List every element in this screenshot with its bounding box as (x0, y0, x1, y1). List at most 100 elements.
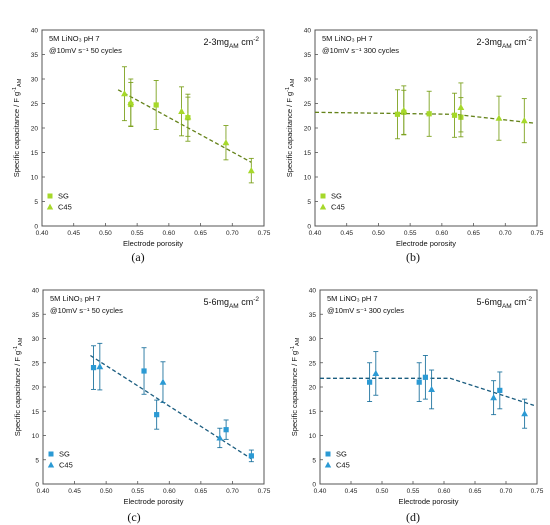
chart-panel-b: 0 5 10 15 20 25 30 35 40 0.40 0.45 0.50 0.55 0.60 0.65… (285, 28, 544, 249)
condition-annotation: 5M LiNO₃ pH 7 (50, 294, 101, 303)
svg-text:SG: SG (59, 450, 70, 459)
x-axis-title: Electrode porosity (398, 497, 458, 506)
chart-panel-d: 0 5 10 15 20 25 30 35 40 0.40 0.45 0.50 0.55 0.60 0.65… (290, 288, 544, 507)
data-point-sg (367, 362, 373, 403)
y-tick-label: 20 (309, 385, 317, 392)
y-tick-label: 35 (304, 52, 312, 59)
x-tick-label: 0.65 (195, 488, 208, 495)
svg-text:SG: SG (331, 192, 342, 201)
svg-text:C45: C45 (59, 461, 73, 470)
svg-text:SG: SG (336, 450, 347, 459)
x-axis-title: Electrode porosity (123, 497, 183, 506)
trendline (320, 377, 535, 407)
x-tick-label: 0.45 (68, 488, 81, 495)
y-tick-label: 5 (312, 457, 316, 464)
y-tick-label: 25 (309, 360, 317, 367)
condition-annotation: @10mV s⁻¹ 50 cycles (50, 306, 123, 315)
x-tick-label: 0.55 (131, 488, 144, 495)
x-tick-label: 0.70 (500, 488, 513, 495)
condition-annotation: 5M LiNO₃ pH 7 (327, 294, 378, 303)
x-tick-label: 0.70 (226, 488, 239, 495)
condition-annotation: @10mV s⁻¹ 50 cycles (49, 46, 122, 55)
x-tick-label: 0.65 (469, 488, 482, 495)
x-tick-label: 0.45 (340, 230, 353, 237)
y-tick-label: 10 (304, 175, 312, 182)
mass-loading-label: 2-3mgAM cm-2 (203, 36, 259, 50)
y-tick-label: 30 (31, 77, 39, 84)
condition-annotation: 5M LiNO₃ pH 7 (322, 34, 373, 43)
y-tick-label: 10 (31, 175, 39, 182)
y-tick-label: 0 (34, 224, 38, 231)
data-point-sg (416, 362, 422, 403)
y-tick-label: 5 (35, 457, 39, 464)
legend: SG C45 (46, 192, 72, 212)
plot-frame (42, 289, 265, 485)
data-point-c45 (457, 82, 465, 133)
data-point-c45 (247, 157, 255, 184)
x-tick-label: 0.40 (37, 488, 50, 495)
data-point-sg (141, 347, 147, 395)
y-tick-label: 15 (31, 150, 39, 157)
legend-item-sg: SG (325, 450, 347, 459)
y-tick-label: 20 (304, 126, 312, 133)
y-tick-label: 5 (34, 199, 38, 206)
x-tick-label: 0.60 (163, 488, 176, 495)
data-point-sg (153, 80, 159, 130)
x-tick-label: 0.75 (258, 230, 271, 237)
y-tick-label: 20 (32, 385, 40, 392)
trendline (314, 111, 534, 124)
data-point-c45 (96, 342, 104, 391)
legend-item-c45: C45 (319, 203, 345, 212)
data-point-c45 (428, 369, 435, 410)
x-tick-label: 0.50 (372, 230, 385, 237)
data-point-sg (422, 355, 428, 400)
y-tick-label: 15 (32, 409, 40, 416)
data-point-c45 (216, 427, 224, 449)
y-tick-label: 10 (309, 433, 317, 440)
x-tick-label: 0.60 (436, 230, 449, 237)
y-tick-label: 35 (309, 312, 317, 319)
y-axis-title: Specific capacitance / F g-1AM (285, 78, 296, 177)
data-point-sg (154, 399, 160, 430)
legend: SG C45 (47, 450, 73, 470)
data-point-sg (394, 89, 401, 140)
x-tick-label: 0.45 (67, 230, 80, 237)
svg-text:C45: C45 (58, 203, 72, 212)
legend-item-sg: SG (47, 192, 69, 201)
data-point-c45 (521, 398, 528, 429)
data-point-c45 (159, 361, 167, 403)
data-point-c45 (121, 66, 128, 122)
y-tick-label: 0 (312, 482, 316, 489)
legend-item-c45: C45 (47, 461, 73, 470)
svg-text:C45: C45 (336, 461, 350, 470)
data-point-sg (223, 419, 229, 440)
data-point-c45 (372, 351, 380, 396)
x-tick-label: 0.70 (499, 230, 512, 237)
data-point-sg (426, 90, 432, 137)
data-point-c45 (127, 78, 135, 127)
y-tick-label: 10 (32, 433, 40, 440)
legend-item-c45: C45 (324, 461, 350, 470)
x-tick-label: 0.40 (36, 230, 49, 237)
data-point-c45 (490, 380, 497, 416)
legend: SG C45 (324, 450, 350, 470)
x-tick-label: 0.65 (467, 230, 480, 237)
x-tick-label: 0.75 (258, 488, 271, 495)
x-tick-label: 0.55 (404, 230, 417, 237)
y-axis-title: Specific capacitance / F g-1AM (13, 337, 24, 436)
data-point-sg (451, 92, 458, 138)
data-point-sg (497, 371, 503, 410)
y-tick-label: 40 (31, 28, 39, 35)
y-tick-label: 20 (31, 126, 39, 133)
x-axis-title: Electrode porosity (123, 239, 183, 248)
svg-text:SG: SG (58, 192, 69, 201)
panel-label-a: (a) (131, 250, 145, 264)
y-tick-label: 0 (35, 482, 39, 489)
legend-item-sg: SG (320, 192, 342, 201)
x-tick-label: 0.50 (376, 488, 389, 495)
mass-loading-label: 5-6mgAM cm-2 (476, 296, 532, 310)
x-tick-label: 0.60 (438, 488, 451, 495)
y-tick-label: 35 (32, 312, 40, 319)
data-point-sg (90, 345, 97, 390)
y-axis-title: Specific capacitance / F g-1AM (12, 78, 23, 177)
